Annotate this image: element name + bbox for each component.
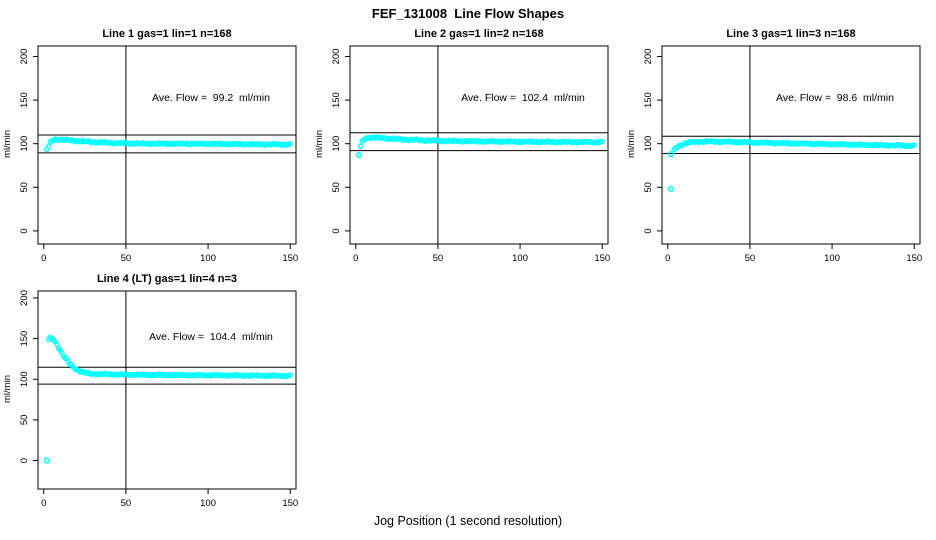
svg-text:50: 50	[745, 253, 756, 264]
subplot-line-4: Line 4 (LT) gas=1 lin=4 n=3 Ave. Flow = …	[0, 269, 312, 519]
figure-title: FEF_131008 Line Flow Shapes	[371, 6, 565, 21]
plot-area-line-4: 0 50 100 150 0 50 100 150 200	[19, 290, 298, 509]
plot-area-line-1: 0 50 100 150 0 50 100 150 200	[19, 45, 298, 264]
svg-text:0: 0	[331, 228, 342, 233]
svg-text:50: 50	[19, 415, 30, 426]
svg-text:50: 50	[331, 182, 342, 193]
svg-text:100: 100	[200, 253, 216, 264]
subplot-line-3: Line 3 gas=1 lin=3 n=168 Ave. Flow = 98.…	[624, 24, 936, 274]
svg-text:50: 50	[19, 182, 30, 193]
svg-text:50: 50	[121, 498, 132, 509]
svg-text:200: 200	[19, 290, 30, 306]
subplot-line-2: Line 2 gas=1 lin=2 n=168 Ave. Flow = 102…	[312, 24, 624, 274]
svg-text:200: 200	[19, 49, 30, 65]
subplot-title: Line 4 (LT) gas=1 lin=4 n=3	[96, 273, 238, 285]
svg-text:0: 0	[41, 498, 46, 509]
ave-flow-annotation: Ave. Flow = 104.4 ml/min	[149, 331, 273, 343]
svg-text:0: 0	[353, 253, 358, 264]
svg-text:100: 100	[643, 136, 654, 152]
svg-text:0: 0	[643, 228, 654, 233]
svg-text:150: 150	[19, 92, 30, 108]
svg-text:50: 50	[121, 253, 132, 264]
svg-text:100: 100	[19, 371, 30, 387]
svg-text:200: 200	[331, 49, 342, 65]
subplot-title: Line 2 gas=1 lin=2 n=168	[414, 28, 544, 40]
subplot-line-1: Line 1 gas=1 lin=1 n=168 Ave. Flow = 99.…	[0, 24, 312, 274]
svg-text:100: 100	[19, 136, 30, 152]
svg-text:100: 100	[512, 253, 528, 264]
svg-text:150: 150	[282, 498, 298, 509]
svg-text:150: 150	[906, 253, 922, 264]
svg-text:100: 100	[200, 498, 216, 509]
svg-text:50: 50	[643, 182, 654, 193]
svg-text:0: 0	[19, 458, 30, 463]
figure-xlabel: Jog Position (1 second resolution)	[373, 514, 563, 528]
ave-flow-annotation: Ave. Flow = 98.6 ml/min	[776, 92, 894, 104]
ave-flow-annotation: Ave. Flow = 99.2 ml/min	[152, 92, 270, 104]
subplot-title: Line 1 gas=1 lin=1 n=168	[102, 28, 232, 40]
plot-area-line-3: 0 50 100 150 0 50 100 150 200	[643, 45, 922, 264]
svg-text:150: 150	[282, 253, 298, 264]
svg-text:150: 150	[594, 253, 610, 264]
svg-text:150: 150	[643, 92, 654, 108]
svg-text:100: 100	[331, 136, 342, 152]
svg-text:0: 0	[41, 253, 46, 264]
svg-text:150: 150	[19, 331, 30, 347]
plot-area-line-2: 0 50 100 150 0 50 100 150 200	[331, 45, 610, 264]
ave-flow-annotation: Ave. Flow = 102.4 ml/min	[461, 92, 585, 104]
svg-text:150: 150	[331, 92, 342, 108]
svg-text:100: 100	[824, 253, 840, 264]
svg-text:50: 50	[433, 253, 444, 264]
svg-text:0: 0	[665, 253, 670, 264]
svg-text:200: 200	[643, 49, 654, 65]
subplot-title: Line 3 gas=1 lin=3 n=168	[726, 28, 856, 40]
svg-text:0: 0	[19, 228, 30, 233]
